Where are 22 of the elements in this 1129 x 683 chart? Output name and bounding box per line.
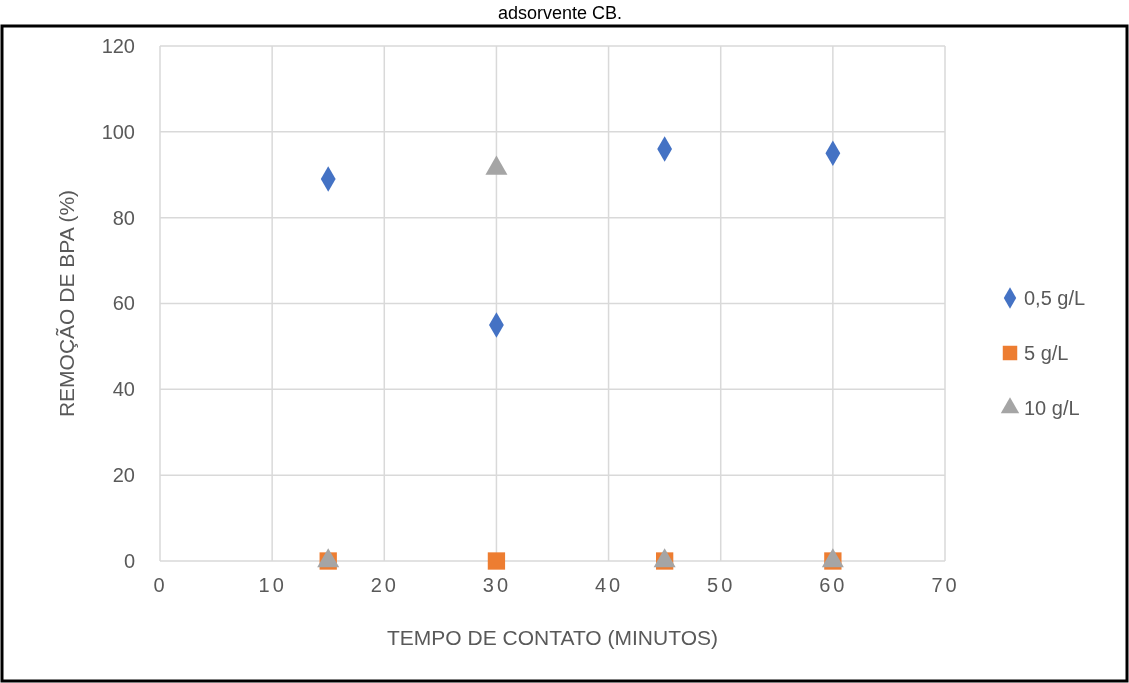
chart-title: adsorvente CB. bbox=[497, 3, 623, 23]
x-tick-label: 30 bbox=[482, 574, 512, 596]
y-tick-label: 60 bbox=[112, 292, 135, 315]
y-tick-label: 80 bbox=[112, 206, 135, 229]
legend-label: 0,5 g/L bbox=[1024, 287, 1086, 309]
y-tick-label: 0 bbox=[123, 549, 135, 572]
x-tick-label: 60 bbox=[819, 574, 848, 596]
y-tick-label: 40 bbox=[112, 378, 135, 401]
legend-label: 10 g/L bbox=[1024, 397, 1080, 419]
x-tick-label: 20 bbox=[370, 574, 399, 596]
x-tick-label: 10 bbox=[258, 574, 287, 596]
x-tick-label: 0 bbox=[153, 574, 168, 596]
legend-label: 5 g/L bbox=[1024, 342, 1069, 364]
x-tick-label: 70 bbox=[931, 574, 960, 596]
y-tick-label: 120 bbox=[101, 34, 135, 57]
x-tick-label: 40 bbox=[594, 574, 624, 596]
y-tick-label: 100 bbox=[101, 120, 135, 143]
y-tick-label: 20 bbox=[112, 464, 135, 487]
point bbox=[487, 552, 506, 570]
x-tick-label: 50 bbox=[707, 574, 736, 596]
x-axis-title: TEMPO DE CONTATO (MINUTOS) bbox=[387, 626, 718, 649]
y-axis-title: REMOÇÃO DE BPA (%) bbox=[55, 189, 78, 418]
